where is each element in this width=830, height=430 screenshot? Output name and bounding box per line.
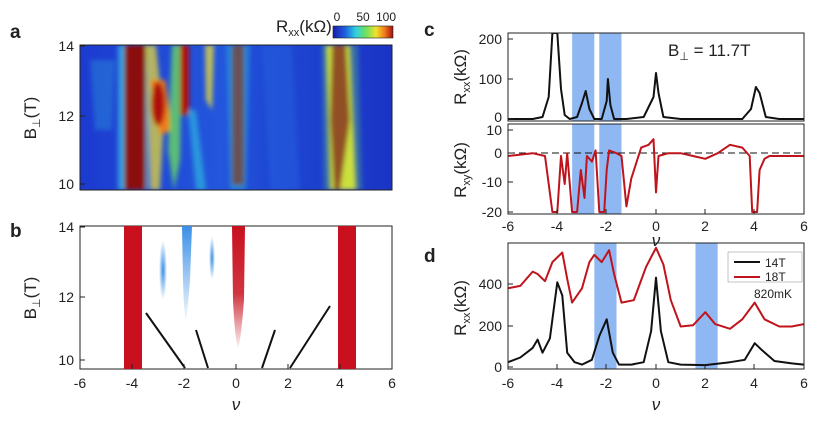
panel-d-xticks: -6 -4 -2 0 2 4 6 <box>502 375 808 391</box>
panel-c-xtick: -2 <box>600 218 613 234</box>
panel-b-xticks: -6 -4 -2 0 2 4 6 <box>74 375 396 391</box>
panel-b-xtick: 2 <box>284 375 292 391</box>
panel-c-xlabel: ν <box>652 231 661 250</box>
panel-a-ytick: 10 <box>58 176 74 192</box>
blue-blob <box>182 226 192 320</box>
c-top-ylabel: Rxx(kΩ) <box>451 49 473 105</box>
shaded-region <box>599 124 622 214</box>
shaded-region <box>695 243 718 369</box>
panel-a-ylabel: B⊥(T) <box>21 97 43 140</box>
svg-text:Rxx(kΩ): Rxx(kΩ) <box>451 280 473 336</box>
c-top-shading <box>572 33 622 121</box>
panel-a-ytick: 14 <box>58 38 74 54</box>
filling-fade-zero <box>232 226 245 348</box>
d-ytick: 400 <box>479 276 503 292</box>
panel-b-xlabel: ν <box>232 395 241 414</box>
c-bot-ytick: -20 <box>482 204 502 220</box>
panel-c-xtick: -4 <box>551 218 564 234</box>
legend-14t: 14T <box>765 256 786 270</box>
svg-text:B⊥(T): B⊥(T) <box>21 97 43 140</box>
colorbar-tick: 0 <box>334 10 341 24</box>
panel-d-xtick: 0 <box>652 375 660 391</box>
colorbar: Rxx(kΩ) 0 50 100 <box>276 10 396 39</box>
shaded-region <box>572 124 595 214</box>
panel-c-xtick: 4 <box>750 218 758 234</box>
c-top-ytick: 100 <box>479 71 503 87</box>
legend-temperature: 820mK <box>754 287 792 301</box>
panel-d-xtick: -2 <box>600 375 613 391</box>
panel-b: b 14 12 10 -6 -4 -2 0 2 <box>10 219 396 414</box>
panel-d-xtick: 6 <box>800 375 808 391</box>
legend: 14T 18T 820mK <box>727 251 803 301</box>
series-line <box>508 138 804 213</box>
filling-bar-plus4 <box>338 226 356 369</box>
panel-b-ytick: 14 <box>58 219 74 235</box>
panel-d: d 400 200 0 -6 -4 -2 0 2 4 6 ν Rxx(kΩ) 1… <box>424 242 808 414</box>
c-bot-ytick: -10 <box>482 174 502 190</box>
panel-b-xtick: 4 <box>336 375 344 391</box>
legend-18t: 18T <box>765 270 786 284</box>
blue-blob <box>209 236 215 280</box>
c-bottom-plot <box>508 138 804 213</box>
panel-b-ytick: 10 <box>58 352 74 368</box>
panel-d-letter: d <box>424 246 436 267</box>
series-line-18t <box>508 246 804 330</box>
shaded-region <box>572 33 595 121</box>
colorbar-tick: 100 <box>376 10 396 24</box>
panel-c-xtick: -6 <box>502 218 515 234</box>
panel-d-xtick: 4 <box>750 375 758 391</box>
svg-text:Rxx(kΩ): Rxx(kΩ) <box>451 49 473 105</box>
series-line <box>508 33 804 120</box>
panel-c-letter: c <box>424 20 435 41</box>
svg-text:Rxy(kΩ): Rxy(kΩ) <box>451 142 473 198</box>
d-ytick: 200 <box>479 318 503 334</box>
panel-c-annotation: B⊥ = 11.7T <box>668 41 751 63</box>
panel-c: c 200 100 0 10 0 -10 -20 -6 -4 -2 0 2 4 … <box>424 20 808 250</box>
panel-b-letter: b <box>10 221 22 242</box>
panel-b-xtick: -6 <box>74 375 87 391</box>
panel-c-xticks: -6 -4 -2 0 2 4 6 <box>502 218 808 234</box>
series-line-14t <box>508 276 804 367</box>
panel-b-ytick: 12 <box>58 289 74 305</box>
panel-d-xtick: 2 <box>701 375 709 391</box>
panel-c-xtick: 0 <box>652 218 660 234</box>
svg-text:B⊥(T): B⊥(T) <box>21 277 43 320</box>
panel-a: a <box>10 10 396 192</box>
d-ytick: 0 <box>494 359 502 375</box>
c-bot-ytick: 10 <box>486 122 502 138</box>
panel-b-ylabel: B⊥(T) <box>21 277 43 320</box>
panel-a-letter: a <box>10 22 21 43</box>
panel-d-xtick: -4 <box>551 375 564 391</box>
blue-blob <box>159 240 167 300</box>
c-top-plot <box>508 33 804 120</box>
c-top-ytick: 200 <box>479 31 503 47</box>
shaded-region <box>599 33 622 121</box>
c-top-ytick: 0 <box>494 109 502 125</box>
c-bottom-ylabel: Rxy(kΩ) <box>451 142 473 198</box>
colorbar-label: Rxx(kΩ) <box>276 17 332 39</box>
heatmap <box>80 45 392 190</box>
panel-c-xtick: 6 <box>800 218 808 234</box>
filling-bar-minus4 <box>124 226 142 369</box>
panel-d-xtick: -6 <box>502 375 515 391</box>
panel-b-xtick: -2 <box>178 375 191 391</box>
d-ylabel: Rxx(kΩ) <box>451 280 473 336</box>
colorbar-tick: 50 <box>356 10 370 24</box>
panel-d-xlabel: ν <box>652 395 661 414</box>
gap-lines <box>145 305 331 369</box>
panel-b-xtick: -4 <box>126 375 139 391</box>
c-bot-ytick: 0 <box>494 145 502 161</box>
panel-b-xtick: 0 <box>232 375 240 391</box>
panel-a-ytick: 12 <box>58 108 74 124</box>
d-plot <box>508 246 804 367</box>
panel-c-xtick: 2 <box>701 218 709 234</box>
panel-b-xtick: 6 <box>388 375 396 391</box>
